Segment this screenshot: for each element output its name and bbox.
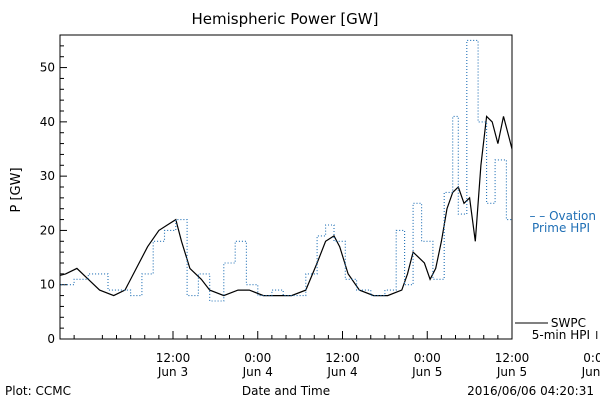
ovation-annotation-line2: Prime HPI [532,221,590,235]
x-axis-label: Date and Time [242,384,330,398]
series-layer [60,39,512,302]
y-tick-label: 30 [40,169,55,183]
swpc-annotation-line1: SWPC [551,316,586,330]
footer-timestamp: 2016/06/06 04:20:31 [467,384,594,398]
ovation-prime-hpi-series [60,39,512,302]
x-tick-time-label: 0:00 [583,351,600,365]
x-tick-time-label: 12:00 [156,351,191,365]
y-tick-label: 50 [40,61,55,75]
y-axis: 0 10 20 30 40 50 [40,34,67,346]
x-tick-time-label: 12:00 [325,351,360,365]
x-tick-date-label: Jun 6 [581,365,600,379]
x-tick-date-label: Jun 5 [496,365,527,379]
y-tick-label: 40 [40,115,55,129]
chart-title: Hemispheric Power [GW] [192,10,379,28]
x-tick-time-label: 12:00 [495,351,530,365]
y-axis-label: P [GW] [9,167,24,212]
x-tick-date-label: Jun 4 [326,365,357,379]
plot-frame [59,34,513,340]
x-tick-time-label: 0:00 [244,351,271,365]
ovation-annotation-line1: – – Ovation [529,209,596,223]
x-tick-date-label: Jun 4 [242,365,273,379]
swpc-annotation-line2: 5-min HPI [532,328,590,342]
swpc-hpi-series [60,115,512,297]
x-tick-date-label: Jun 5 [411,365,442,379]
y-tick-label: 0 [47,332,55,346]
x-tick-date-label: Jun 3 [157,365,188,379]
x-tick-time-label: 0:00 [414,351,441,365]
y-tick-label: 20 [40,223,55,237]
footer-left: Plot: CCMC [5,384,71,398]
y-tick-label: 10 [40,278,55,292]
